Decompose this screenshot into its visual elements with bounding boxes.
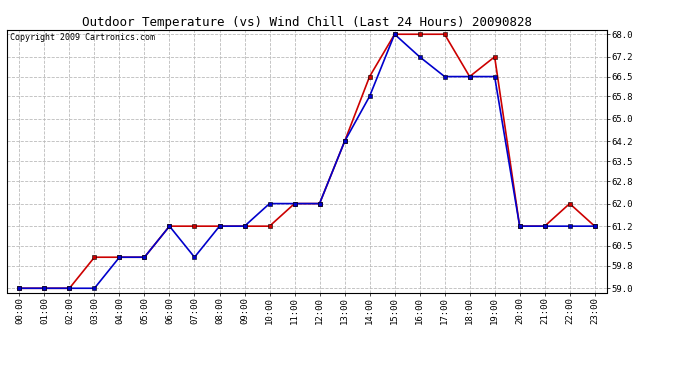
Title: Outdoor Temperature (vs) Wind Chill (Last 24 Hours) 20090828: Outdoor Temperature (vs) Wind Chill (Las… xyxy=(82,16,532,29)
Text: Copyright 2009 Cartronics.com: Copyright 2009 Cartronics.com xyxy=(10,33,155,42)
